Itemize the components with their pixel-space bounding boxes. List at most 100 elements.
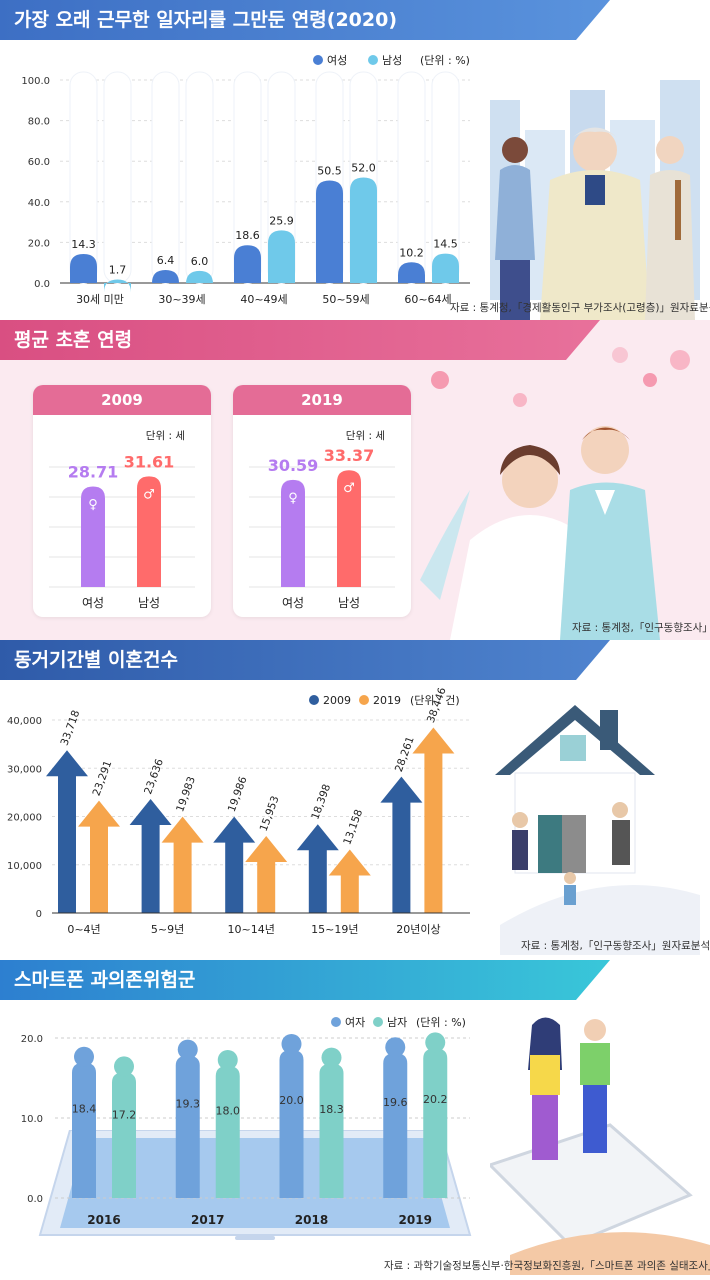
person-head [321,1047,342,1068]
card-2009: 2009 단위 : 세 28.71 ♀ 여성 31.61 ♂ 남성 [33,385,211,617]
y-tick-label: 20.0 [28,238,50,249]
data-label: 14.5 [433,238,458,251]
source-note: 자료 : 통계청,「인구동향조사」원자료분석 [521,940,710,952]
legend-swatch [368,55,378,65]
data-label: 13,158 [341,808,365,847]
unit-label: (단위 : %) [420,54,470,67]
y-tick-label: 40,000 [7,716,42,727]
data-label: 23,636 [142,757,166,796]
data-label: 6.0 [191,255,209,268]
bar [281,479,305,587]
data-label: 20.0 [279,1094,304,1107]
house-family-illustration [495,705,700,955]
bar [268,230,295,283]
data-label: 18.0 [216,1104,241,1117]
wedding-couple-illustration [420,347,690,640]
unit-label: (단위 : 건) [410,694,460,707]
x-tick-label: 남성 [138,596,160,610]
y-tick-label: 0 [36,909,42,920]
person-bar [279,1050,304,1198]
y-tick-label: 10,000 [7,861,42,872]
bar [186,270,213,284]
gender-icon: ♀ [88,498,98,513]
y-tick-label: 10.0 [21,1114,43,1125]
arrow-bar [161,816,204,913]
arrow-bar [46,750,88,913]
legend-swatch [331,1017,341,1027]
x-tick-label: 2016 [87,1213,120,1227]
chart-2009: 단위 : 세 28.71 ♀ 여성 31.61 ♂ 남성 [49,429,195,610]
bar-track [69,71,98,284]
section-divorce-count: 동거기간별 이혼건수 0 10,000 20,000 30,000 40,000 33,7… [0,640,710,960]
legend-label: 여성 [327,54,347,67]
person-bar [383,1053,408,1198]
x-tick-label: 2017 [191,1213,224,1227]
y-tick-label: 30,000 [7,764,42,775]
data-label: 19.6 [383,1096,408,1109]
data-label: 1.7 [109,264,127,277]
x-tick-label: 2019 [399,1213,432,1227]
bar [81,486,105,587]
data-label: 18,398 [309,783,333,822]
data-label: 19.3 [176,1098,201,1111]
person-bar [423,1048,448,1198]
data-label: 52.0 [351,161,376,174]
gender-icon: ♂ [143,487,155,502]
x-tick-label: 50~59세 [322,293,369,306]
data-label: 14.3 [71,238,96,251]
person-head [217,1050,238,1070]
data-label: 18.4 [72,1102,97,1115]
data-label: 31.61 [124,452,175,471]
legend-label: 남성 [382,54,402,67]
data-label: 25.9 [269,214,294,227]
arrow-bar [78,800,120,913]
x-tick-label: 2018 [295,1213,328,1227]
legend-label: 남자 [387,1016,407,1029]
section-quit-age: 가장 오래 근무한 일자리를 그만둔 연령(2020) 0.0 20.0 40.0 6… [0,0,710,320]
quit-age-chart: 0.0 20.0 40.0 60.0 80.0 100.0 14.3 1.7 30세 미만 6.4… [21,54,470,306]
tablet-base-illustration [38,1130,472,1240]
bar-track [431,71,460,284]
y-tick-label: 80.0 [28,117,50,128]
section-title: 동거기간별 이혼건수 [0,640,610,680]
section-smartphone-dependence: 스마트폰 과의존위험군 0.0 10.0 20.0 18.4 17.2 2016 19.3 1… [0,960,710,1280]
person-bar [72,1062,96,1198]
person-head [281,1034,302,1054]
unit-label: 단위 : 세 [346,429,385,442]
arrow-bar [296,824,339,913]
x-tick-label: 30~39세 [158,293,205,306]
y-tick-label: 40.0 [28,198,50,209]
x-tick-label: 20년이상 [396,923,440,936]
section-title: 스마트폰 과의존위험군 [0,960,610,1000]
source-note: 자료 : 과학기술정보통신부·한국정보화진흥원,「스마트폰 과의존 실태조사」 [384,1260,710,1272]
person-bar [215,1066,240,1198]
data-label: 15,953 [258,794,282,833]
data-label: 28.71 [68,463,119,482]
arrow-bar [129,798,172,913]
section-title: 가장 오래 근무한 일자리를 그만둔 연령(2020) [0,0,610,40]
x-tick-label: 60~64세 [404,293,451,306]
x-tick-label: 15~19년 [311,923,358,936]
person-head [74,1046,94,1067]
data-label: 18.6 [235,229,260,242]
x-tick-label: 40~49세 [240,293,287,306]
y-tick-label: 0.0 [34,279,50,290]
y-tick-label: 0.0 [27,1194,43,1205]
smartphone-chart: 0.0 10.0 20.0 18.4 17.2 2016 19.3 18.0 2017 20.0 1… [21,1016,470,1227]
legend-label: 여자 [345,1016,365,1029]
x-tick-label: 5~9년 [151,923,184,936]
arrow-bar [245,836,288,913]
x-tick-label: 0~4년 [67,923,100,936]
data-label: 33,718 [59,709,83,748]
bar [337,470,361,587]
person-head [177,1039,198,1060]
y-tick-label: 20,000 [7,813,42,824]
bar [234,245,261,283]
bar-track [151,71,180,284]
chart-2019: 단위 : 세 30.59 ♀ 여성 33.37 ♂ 남성 [249,429,395,610]
y-tick-label: 100.0 [21,76,50,87]
legend-swatch [373,1017,383,1027]
x-tick-label: 10~14년 [228,923,275,936]
data-label: 19,986 [226,775,250,814]
person-head [114,1056,134,1077]
